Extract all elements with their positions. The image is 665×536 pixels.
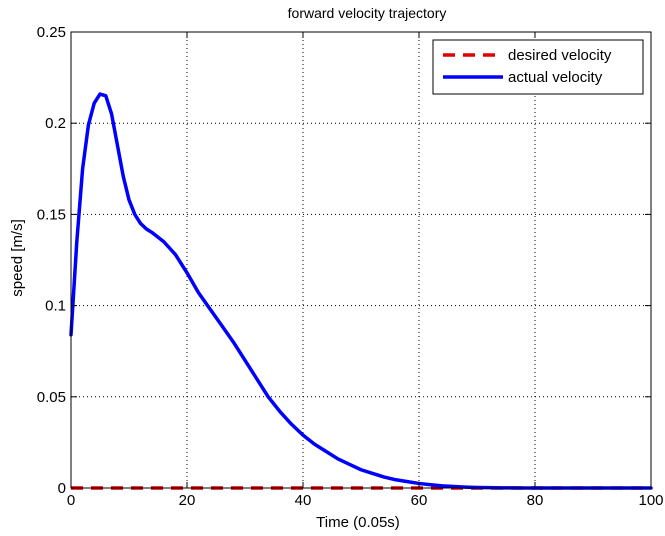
chart-title: forward velocity trajectory <box>288 5 447 21</box>
plot-frame <box>70 31 652 489</box>
x-tick-label: 80 <box>527 492 544 509</box>
plot-area <box>71 32 651 488</box>
legend-label-desired-velocity: desired velocity <box>508 47 612 64</box>
x-tick-label: 40 <box>295 492 312 509</box>
legend-box <box>432 39 644 95</box>
y-tick-label: 0.05 <box>37 389 66 406</box>
y-tick-label: 0.15 <box>37 206 66 223</box>
x-tick-label: 20 <box>179 492 196 509</box>
y-tick-label: 0.2 <box>45 115 66 132</box>
y-tick-label: 0.1 <box>45 298 66 315</box>
x-tick-label: 0 <box>67 492 75 509</box>
y-tick-label: 0 <box>58 480 66 497</box>
y-tick-label: 0.25 <box>37 24 66 41</box>
legend: desired velocity actual velocity <box>432 39 644 95</box>
x-tick-label: 100 <box>638 492 663 509</box>
x-tick-label: 60 <box>411 492 428 509</box>
y-axis-label: speed [m/s] <box>9 219 26 297</box>
legend-label-actual-velocity: actual velocity <box>508 69 603 86</box>
x-axis-label: Time (0.05s) <box>316 514 400 531</box>
